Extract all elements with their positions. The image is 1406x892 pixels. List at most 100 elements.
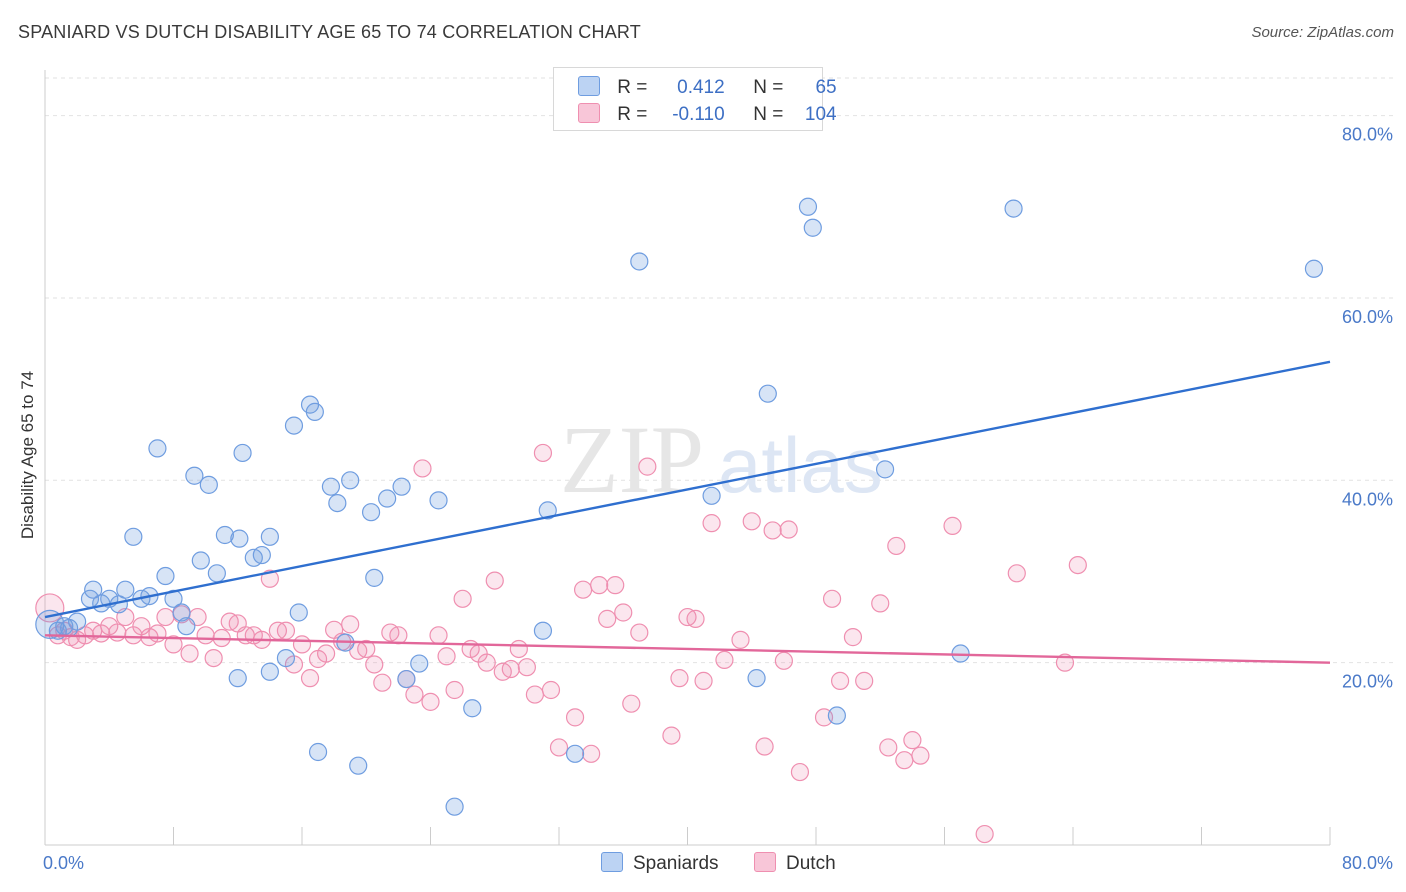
dutch-point bbox=[148, 624, 167, 643]
dutch-point bbox=[943, 516, 962, 535]
axes bbox=[44, 70, 1331, 846]
dutch-point bbox=[779, 520, 798, 539]
spaniards-point bbox=[177, 617, 196, 636]
dutch-point bbox=[742, 512, 761, 531]
spaniards-point bbox=[84, 580, 103, 599]
dutch-point bbox=[763, 521, 782, 540]
dutch-point bbox=[670, 669, 689, 688]
spaniards-point bbox=[630, 252, 649, 271]
chart-title: SPANIARD VS DUTCH DISABILITY AGE 65 TO 7… bbox=[18, 22, 641, 42]
dutch-point bbox=[694, 671, 713, 690]
series-legend-dutch: Dutch bbox=[754, 852, 836, 875]
dutch-point bbox=[871, 594, 890, 613]
correlation-legend: R = 0.412 N = 65 R = -0.110 N = 104 bbox=[553, 67, 837, 131]
spaniards-legend-swatch bbox=[601, 852, 623, 872]
spaniards-point bbox=[565, 744, 585, 763]
dutch-point bbox=[630, 623, 649, 642]
legend-r-label: R = bbox=[617, 104, 648, 125]
x-tick-label: 80.0% bbox=[1342, 853, 1393, 873]
dutch-point bbox=[429, 626, 448, 645]
y-tick-label: 40.0% bbox=[1342, 489, 1393, 509]
dutch-point bbox=[341, 615, 360, 634]
trend-lines bbox=[44, 360, 1331, 664]
spaniards-r-value: 0.412 bbox=[677, 77, 725, 98]
dutch-point bbox=[300, 669, 320, 688]
watermark: ZIP atlas bbox=[560, 406, 883, 513]
dutch-point bbox=[292, 635, 312, 654]
spaniards-point bbox=[68, 612, 87, 631]
dutch-point bbox=[156, 607, 175, 627]
spaniards-point bbox=[803, 218, 822, 237]
dutch-n-value: 104 bbox=[804, 104, 837, 125]
dutch-point bbox=[389, 626, 408, 645]
spaniards-point bbox=[378, 489, 397, 508]
spaniards-point bbox=[747, 669, 766, 688]
dutch-point bbox=[1068, 555, 1087, 575]
dutch-point bbox=[196, 626, 215, 645]
dutch-point bbox=[975, 824, 994, 844]
spaniards-point bbox=[1004, 199, 1023, 218]
dutch-point bbox=[895, 751, 914, 770]
dutch-point bbox=[445, 680, 464, 700]
spaniards-point bbox=[533, 621, 553, 640]
dutch-point bbox=[164, 635, 183, 654]
dutch-point bbox=[365, 655, 384, 674]
spaniards-point bbox=[156, 566, 175, 586]
spaniards-point bbox=[191, 551, 210, 570]
spaniards-point bbox=[260, 527, 279, 546]
spaniards-point bbox=[172, 603, 191, 622]
spaniards-point bbox=[538, 501, 557, 520]
dutch-point bbox=[715, 650, 734, 670]
spaniards-points bbox=[35, 197, 1324, 816]
y-tick-label: 20.0% bbox=[1342, 672, 1393, 692]
spaniards-point bbox=[124, 527, 143, 546]
spaniards-point bbox=[702, 486, 721, 505]
dutch-point bbox=[533, 443, 553, 463]
dutch-point bbox=[887, 536, 906, 556]
spaniards-point bbox=[349, 756, 368, 775]
y-axis-label: Disability Age 65 to 74 bbox=[18, 371, 37, 539]
dutch-point bbox=[790, 762, 810, 782]
dutch-point bbox=[509, 639, 528, 659]
dutch-point bbox=[731, 630, 750, 649]
spaniards-point bbox=[252, 545, 271, 565]
spaniards-swatch bbox=[578, 76, 600, 96]
spaniards-point bbox=[429, 491, 448, 510]
dutch-point bbox=[598, 609, 617, 628]
dutch-point bbox=[582, 744, 601, 763]
dutch-point bbox=[276, 621, 296, 640]
dutch-point bbox=[373, 673, 392, 692]
dutch-point bbox=[911, 746, 930, 765]
spaniards-point bbox=[284, 416, 304, 435]
spaniards-point bbox=[305, 402, 324, 422]
spaniards-point bbox=[148, 439, 167, 458]
dutch-point bbox=[830, 671, 850, 690]
spaniards-point bbox=[276, 648, 296, 668]
dutch-point bbox=[517, 658, 536, 677]
spaniards-point bbox=[397, 669, 416, 689]
dutch-point bbox=[614, 603, 633, 622]
dutch-point bbox=[204, 648, 223, 668]
dutch-point bbox=[822, 589, 842, 608]
dutch-point bbox=[541, 680, 561, 700]
dutch-r-value: -0.110 bbox=[672, 104, 725, 125]
spaniards-point bbox=[228, 669, 247, 688]
dutch-trend-line bbox=[44, 634, 1331, 664]
series-legend-spaniards: Spaniards bbox=[601, 852, 719, 875]
spaniards-point bbox=[758, 384, 777, 403]
spaniards-point bbox=[215, 525, 234, 545]
grid-lines bbox=[45, 77, 1395, 664]
dutch-point bbox=[662, 726, 681, 745]
spaniards-point bbox=[341, 471, 360, 490]
dutch-point bbox=[573, 580, 593, 599]
dutch-point bbox=[855, 671, 874, 690]
dutch-point bbox=[622, 694, 641, 713]
spaniards-point bbox=[185, 466, 204, 485]
dutch-point bbox=[774, 651, 793, 670]
dutch-swatch bbox=[578, 103, 600, 123]
dutch-point bbox=[686, 609, 705, 628]
dutch-point bbox=[702, 514, 721, 533]
spaniards-point bbox=[321, 477, 341, 496]
legend-n-label: N = bbox=[753, 77, 784, 98]
